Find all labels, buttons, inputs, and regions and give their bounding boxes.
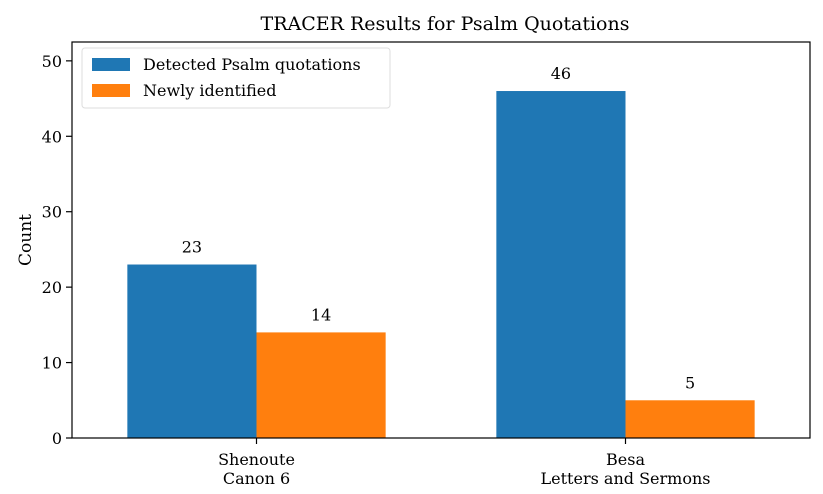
legend: Detected Psalm quotations Newly identifie… — [81, 47, 391, 109]
y-axis-label: Count — [16, 214, 36, 266]
y-tick-label: 20 — [42, 278, 62, 297]
bar-newly-identified-0 — [256, 332, 386, 438]
y-tick-label: 10 — [42, 354, 62, 373]
legend-entry: Newly identified — [143, 81, 276, 100]
data-label: 23 — [182, 238, 202, 257]
bar-detected-1 — [496, 91, 626, 439]
y-tick-label: 40 — [42, 127, 62, 146]
legend-swatch — [92, 84, 130, 97]
data-label: 14 — [311, 305, 331, 324]
bar-detected-0 — [127, 264, 257, 438]
y-tick-label: 30 — [42, 203, 62, 222]
x-tick-label: Besa Letters and Sermons — [541, 450, 711, 488]
data-label: 46 — [551, 64, 571, 83]
legend-swatch — [92, 58, 130, 71]
x-tick-label: Shenoute Canon 6 — [218, 450, 295, 488]
bar-newly-identified-1 — [625, 400, 755, 438]
data-label: 5 — [685, 373, 695, 392]
y-tick-label: 50 — [42, 52, 62, 71]
legend-frame — [81, 47, 391, 109]
chart-title: TRACER Results for Psalm Quotations — [261, 13, 630, 35]
y-tick-label: 0 — [52, 429, 62, 448]
plot-frame — [71, 41, 811, 439]
legend-entry: Detected Psalm quotations — [143, 55, 361, 74]
